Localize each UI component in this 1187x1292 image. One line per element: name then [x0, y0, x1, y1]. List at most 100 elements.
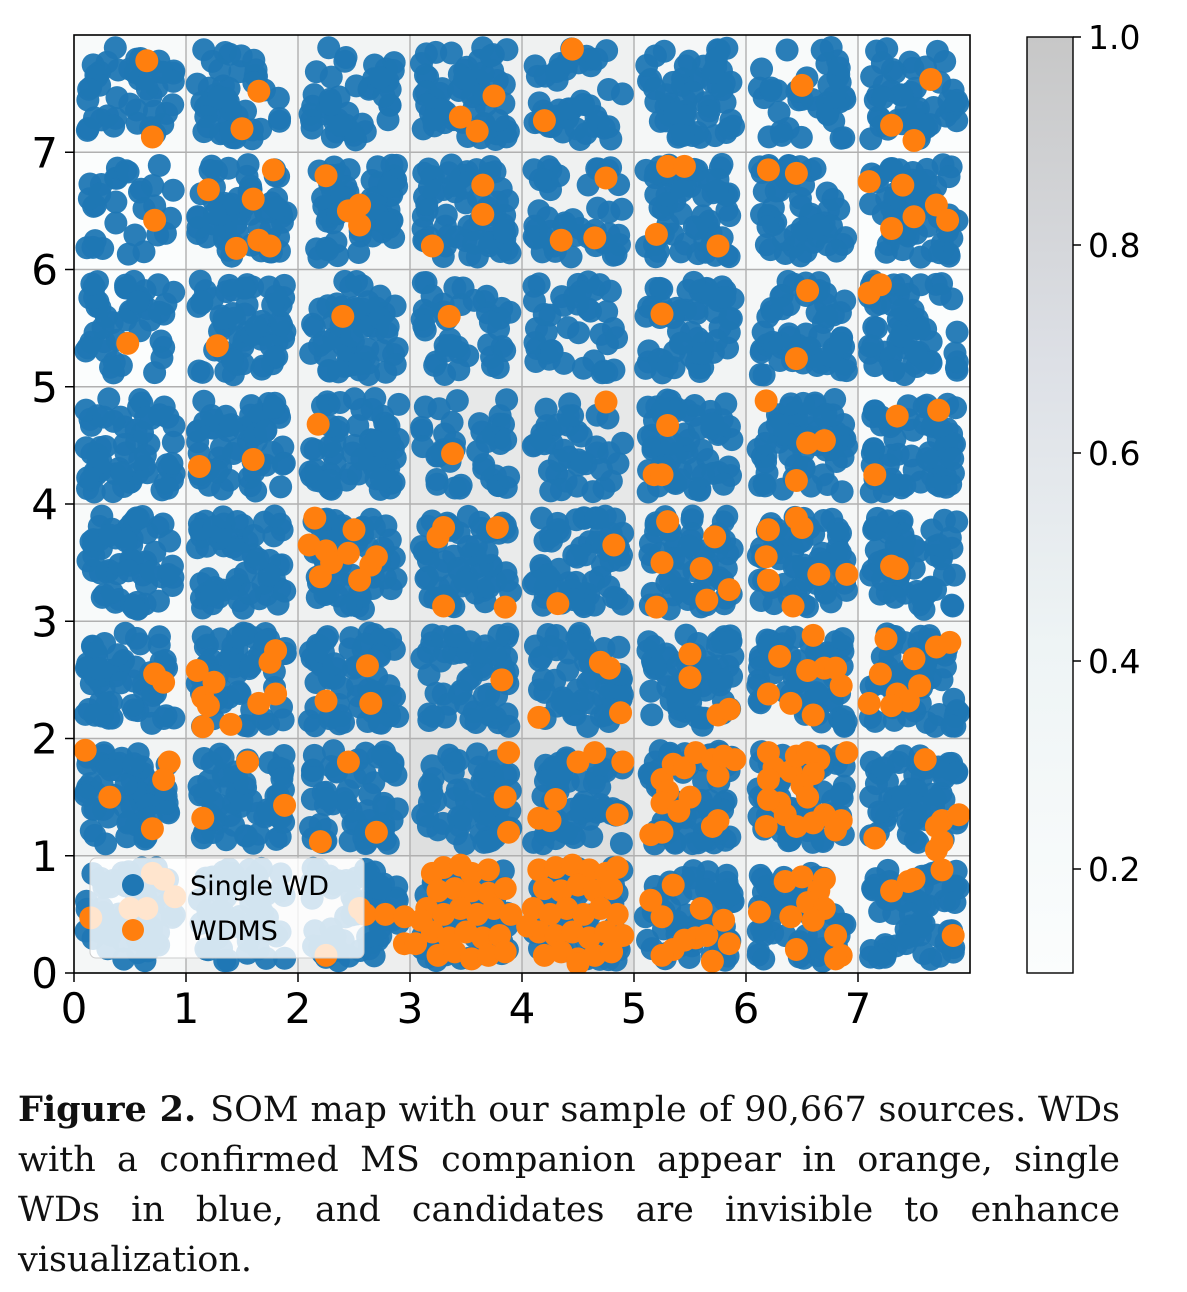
wdms-point — [902, 129, 926, 153]
single-wd-point — [533, 769, 557, 793]
single-wd-point — [114, 773, 138, 797]
wdms-point — [644, 222, 668, 246]
single-wd-point — [945, 510, 969, 534]
single-wd-point — [923, 787, 947, 811]
single-wd-point — [529, 427, 553, 451]
wdms-point — [493, 785, 517, 809]
wdms-point — [784, 469, 808, 493]
single-wd-point — [147, 633, 171, 657]
wdms-point — [196, 694, 220, 718]
single-wd-point — [698, 168, 722, 192]
single-wd-point — [812, 509, 836, 533]
wdms-point — [790, 515, 814, 539]
single-wd-point — [385, 797, 409, 821]
single-wd-point — [301, 312, 325, 336]
wdms-points — [74, 37, 970, 973]
single-wd-point — [444, 624, 468, 648]
single-wd-point — [80, 272, 104, 296]
single-wd-point — [362, 944, 386, 968]
single-wd-point — [416, 549, 440, 573]
single-wd-point — [694, 878, 718, 902]
single-wd-point — [700, 412, 724, 436]
single-wd-point — [881, 358, 905, 382]
single-wd-point — [890, 83, 914, 107]
wdms-point — [801, 623, 825, 647]
wdms-point — [342, 518, 366, 542]
single-wd-point — [775, 38, 799, 62]
single-wd-point — [693, 678, 717, 702]
single-wd-point — [200, 583, 224, 607]
single-wd-point — [874, 240, 898, 264]
single-wd-point — [751, 320, 775, 344]
single-wd-point — [941, 940, 965, 964]
single-wd-point — [859, 563, 883, 587]
wdms-point — [885, 556, 909, 580]
wdms-point — [441, 442, 465, 466]
single-wd-point — [122, 596, 146, 620]
single-wd-point — [476, 830, 500, 854]
wdms-point — [409, 908, 433, 932]
single-wd-point — [81, 235, 105, 259]
wdms-point — [187, 454, 211, 478]
wdms-point — [348, 568, 372, 592]
single-wd-point — [831, 445, 855, 469]
single-wd-point — [76, 117, 100, 141]
single-wd-point — [412, 314, 436, 338]
single-wd-point — [116, 160, 140, 184]
single-wd-point — [263, 504, 287, 528]
wdms-point — [493, 877, 517, 901]
wdms-point — [566, 952, 590, 973]
single-wd-point — [889, 324, 913, 348]
single-wd-point — [750, 57, 774, 81]
wdms-point — [404, 932, 428, 956]
single-wd-point — [227, 538, 251, 562]
single-wd-point — [220, 348, 244, 372]
x-tick-label: 0 — [61, 984, 88, 1033]
single-wd-point — [123, 223, 147, 247]
single-wd-point — [669, 579, 693, 603]
wdms-point — [891, 173, 915, 197]
wdms-point — [348, 193, 372, 217]
single-wd-point — [481, 354, 505, 378]
single-wd-point — [862, 399, 886, 423]
wdms-point — [829, 674, 853, 698]
wdms-point — [476, 858, 500, 882]
single-wd-point — [712, 881, 736, 905]
wdms-point — [116, 331, 140, 355]
wdms-point — [140, 125, 164, 149]
figure-caption: Figure 2. SOM map with our sample of 90,6… — [18, 1085, 1120, 1285]
wdms-point — [672, 154, 696, 178]
single-wd-point — [319, 92, 343, 116]
single-wd-point — [338, 637, 362, 661]
wdms-point — [364, 545, 388, 569]
single-wd-point — [830, 480, 854, 504]
single-wd-point — [585, 441, 609, 465]
x-tick-label: 3 — [397, 984, 424, 1033]
single-wd-point — [652, 39, 676, 63]
single-wd-point — [714, 392, 738, 416]
single-wd-point — [557, 641, 581, 665]
colorbar-ticks: 0.2 0.4 0.6 0.8 1.0 — [1073, 18, 1140, 889]
single-wd-point — [261, 293, 285, 317]
wdms-point — [678, 666, 702, 690]
wdms-point — [497, 741, 521, 765]
single-wd-point — [347, 240, 371, 264]
single-wd-point — [162, 414, 186, 438]
single-wd-point — [185, 536, 209, 560]
wdms-point — [650, 463, 674, 487]
single-wd-point — [810, 38, 834, 62]
wdms-point — [784, 347, 808, 371]
single-wd-point — [417, 790, 441, 814]
wdms-point — [490, 668, 514, 692]
single-wd-point — [922, 95, 946, 119]
single-wd-point — [523, 570, 547, 594]
wdms-point — [420, 234, 444, 258]
single-wd-point — [663, 101, 687, 125]
single-wd-point — [479, 44, 503, 68]
single-wd-point — [924, 578, 948, 602]
single-wd-point — [554, 821, 578, 845]
wdms-point — [756, 518, 780, 542]
single-wd-point — [901, 56, 925, 80]
single-wd-point — [807, 213, 831, 237]
